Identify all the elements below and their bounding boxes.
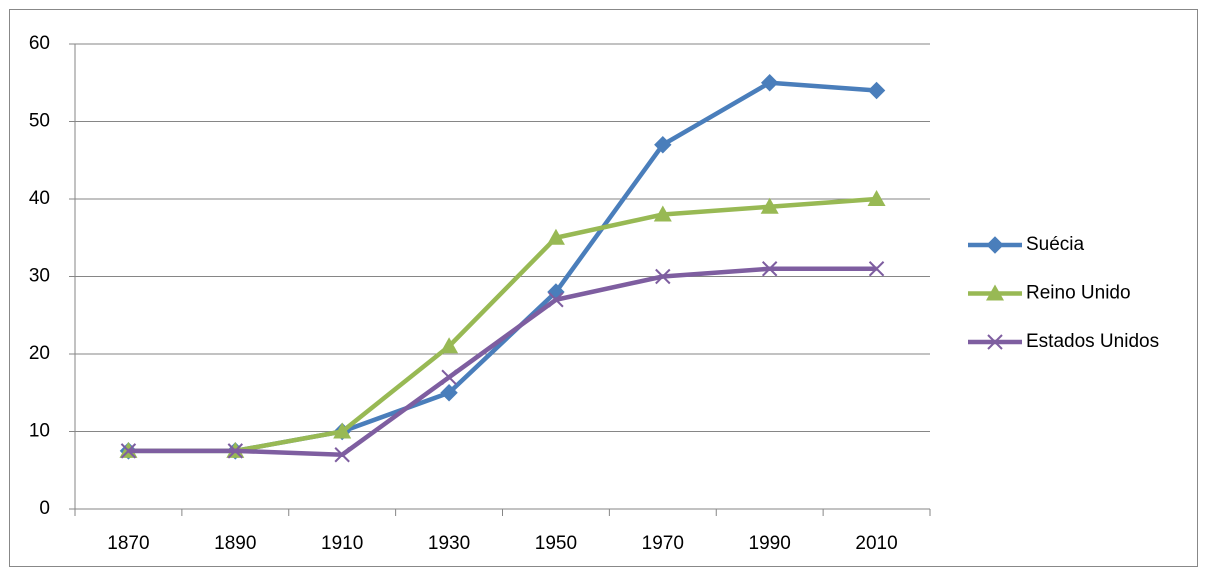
legend-marker <box>987 334 1003 350</box>
x-tick-label: 1890 <box>214 533 256 554</box>
marker <box>868 261 885 277</box>
y-tick-label: 60 <box>29 33 50 54</box>
y-tick-label: 50 <box>29 111 50 132</box>
marker <box>760 74 779 92</box>
marker <box>653 205 672 222</box>
legend-label: Estados Unidos <box>1026 331 1159 352</box>
x-tick-label: 1910 <box>321 533 363 554</box>
y-tick-label: 20 <box>29 343 50 364</box>
marker <box>548 292 564 308</box>
marker <box>440 384 458 402</box>
marker <box>546 228 565 245</box>
marker <box>441 369 457 385</box>
legend-marker <box>986 284 1004 301</box>
marker <box>654 136 672 154</box>
marker <box>334 447 350 463</box>
x-tick-label: 1930 <box>428 533 470 554</box>
legend-marker <box>986 236 1004 254</box>
x-tick-label: 2010 <box>855 533 897 554</box>
y-tick-label: 10 <box>29 421 50 442</box>
y-tick-label: 30 <box>29 266 50 287</box>
marker <box>760 197 779 214</box>
marker <box>120 443 137 459</box>
y-tick-label: 0 <box>39 498 50 519</box>
marker <box>333 422 352 439</box>
marker <box>761 261 778 277</box>
x-tick-label: 1970 <box>642 533 684 554</box>
x-tick-label: 1990 <box>749 533 791 554</box>
x-tick-label: 1870 <box>107 533 149 554</box>
marker <box>227 443 244 459</box>
legend-label: Reino Unido <box>1026 283 1131 304</box>
marker <box>867 81 886 100</box>
marker <box>440 337 459 354</box>
legend-label: Suécia <box>1026 234 1085 255</box>
series-line <box>128 196 877 454</box>
marker <box>867 190 886 206</box>
series-line <box>128 266 877 457</box>
marker <box>655 268 671 285</box>
x-tick-label: 1950 <box>535 533 577 554</box>
y-tick-label: 40 <box>29 188 50 209</box>
